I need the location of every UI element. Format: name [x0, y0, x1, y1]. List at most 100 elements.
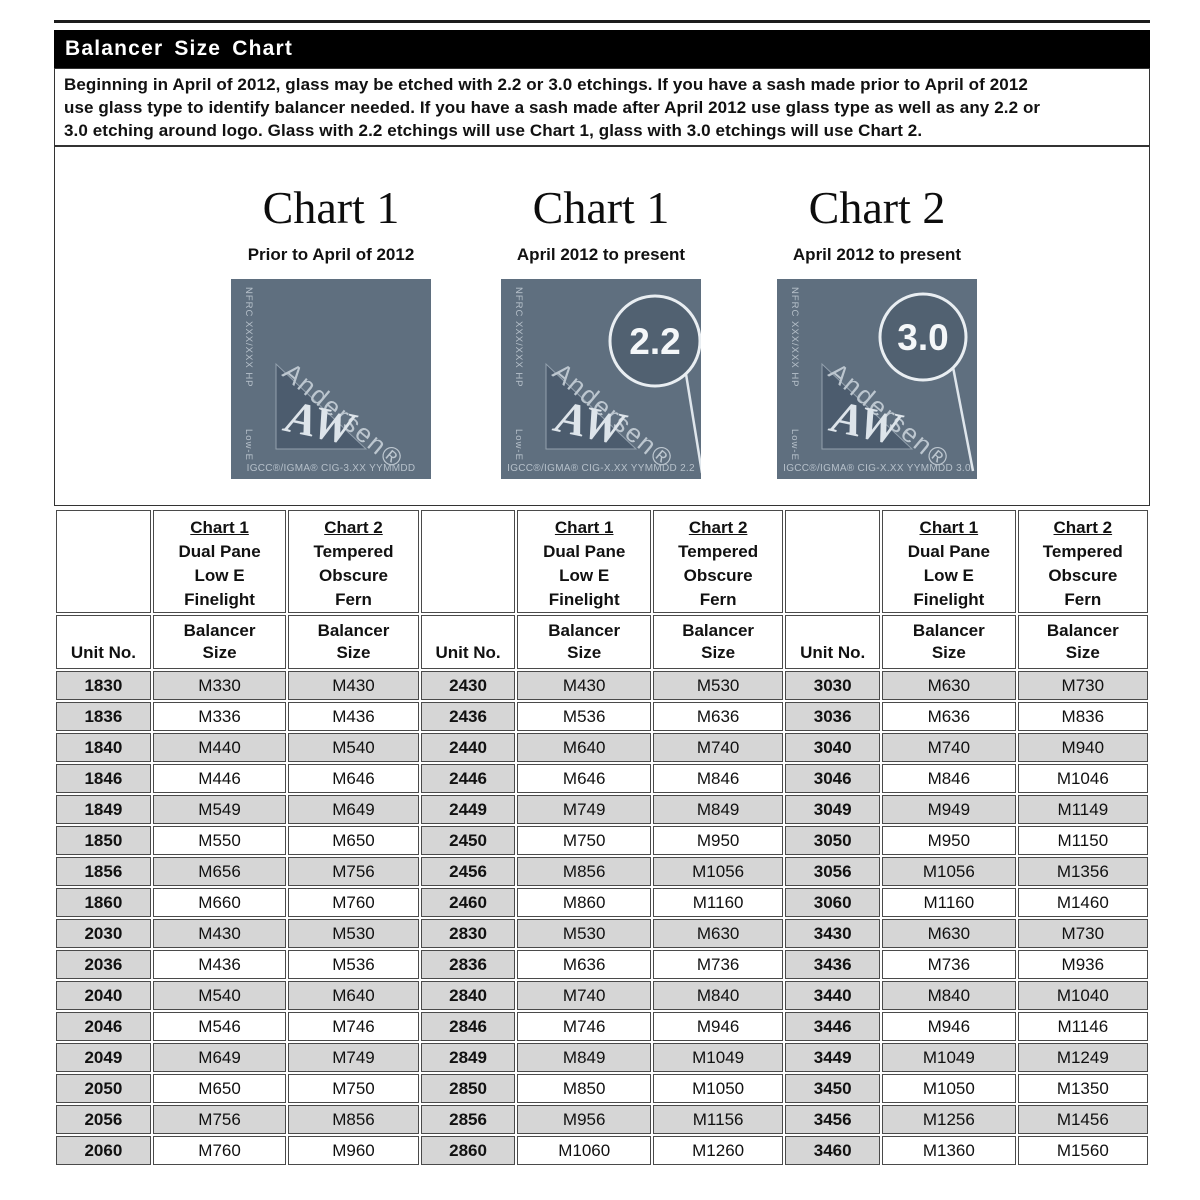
- balancer-size-cell: M436: [288, 702, 419, 731]
- magnifier-circle: [608, 294, 701, 388]
- balancer-size-cell: M656: [152, 857, 287, 886]
- balancer-size-cell: M1460: [1017, 888, 1148, 917]
- unit-no-cell: 3446: [785, 1012, 881, 1041]
- balancer-size-cell: M750: [517, 826, 651, 855]
- table-row: 1840 M440 M540 2440 M640 M740 3040 M740 M940: [56, 733, 1148, 762]
- chart2-header-title: Chart 2: [1053, 518, 1113, 537]
- balancer-size-header: Balancer Size: [517, 615, 651, 669]
- header-spacer-cell: [56, 510, 151, 613]
- table-row: 2036 M436 M536 2836 M636 M736 3436 M736 M936: [56, 950, 1148, 979]
- unit-no-cell: 3030: [785, 671, 881, 700]
- low-e-label: Low-E: [789, 429, 800, 461]
- chart1-header-title: Chart 1: [190, 518, 249, 537]
- unit-no-cell: 2860: [420, 1136, 516, 1165]
- magnifier-handle: [951, 366, 975, 472]
- balancer-size-header: Balancer Size: [1017, 615, 1148, 669]
- balancer-size-header: Balancer Size: [288, 615, 419, 669]
- table-row: 2060 M760 M960 2860 M1060 M1260 3460 M1360 M1560: [56, 1136, 1148, 1165]
- title-bar: Balancer Size Chart: [54, 30, 1150, 68]
- balancer-size-cell: M746: [288, 1012, 419, 1041]
- balancer-size-cell: M940: [1017, 733, 1148, 762]
- unit-no-cell: 2450: [420, 826, 516, 855]
- page-title: Balancer Size Chart: [65, 37, 294, 60]
- balancer-size-cell: M546: [152, 1012, 287, 1041]
- unit-no-cell: 3040: [785, 733, 881, 762]
- figure-title: Chart 2: [808, 182, 946, 233]
- balancer-size-cell: M1560: [1017, 1136, 1148, 1165]
- balancer-size-cell: M336: [152, 702, 287, 731]
- figure-chart1-prior: Chart 1 Prior to April of 2012 NFRC XXX/…: [226, 183, 436, 479]
- unit-no-cell: 3056: [785, 857, 881, 886]
- balancer-size-cell: M1256: [882, 1105, 1016, 1134]
- balancer-size-table: Chart 1 Dual Pane Low E Finelight Chart …: [54, 508, 1150, 1167]
- balancer-size-cell: M540: [288, 733, 419, 762]
- chart1-header-lines: Dual Pane Low E Finelight: [178, 542, 261, 609]
- table-body: 1830 M330 M430 2430 M430 M530 3030 M630 M730 1836…: [56, 671, 1148, 1165]
- unit-no-cell: 2056: [56, 1105, 151, 1134]
- header-spacer-cell: [420, 510, 516, 613]
- chart1-header-title: Chart 1: [919, 518, 979, 537]
- low-e-label: Low-E: [513, 429, 524, 461]
- balancer-size-cell: M850: [517, 1074, 651, 1103]
- balancer-size-cell: M640: [517, 733, 651, 762]
- balancer-size-cell: M636: [652, 702, 784, 731]
- unit-no-cell: 2456: [420, 857, 516, 886]
- balancer-size-cell: M936: [1017, 950, 1148, 979]
- balancer-size-cell: M540: [152, 981, 287, 1010]
- balancer-size-cell: M1050: [882, 1074, 1016, 1103]
- chart2-column-header: Chart 2 Tempered Obscure Fern: [288, 510, 419, 613]
- chart2-header-lines: Tempered Obscure Fern: [1042, 542, 1123, 609]
- unit-no-cell: 2436: [420, 702, 516, 731]
- intro-text-line: use glass type to identify balancer need…: [64, 98, 1041, 117]
- chart2-header-lines: Tempered Obscure Fern: [678, 542, 759, 609]
- balancer-size-cell: M849: [517, 1043, 651, 1072]
- andersen-triangle-logo: [821, 362, 914, 450]
- figure-subtitle: April 2012 to present: [516, 245, 686, 264]
- balancer-size-cell: M960: [288, 1136, 419, 1165]
- balancer-size-cell: M846: [882, 764, 1016, 793]
- balancer-size-cell: M1356: [1017, 857, 1148, 886]
- table-row: 1856 M656 M756 2456 M856 M1056 3056 M1056 M1356: [56, 857, 1148, 886]
- nfrc-label: NFRC XXX/XXX HP: [243, 287, 254, 388]
- table-row: 2030 M430 M530 2830 M530 M630 3430 M630 M730: [56, 919, 1148, 948]
- balancer-size-cell: M740: [652, 733, 784, 762]
- balancer-size-cell: M756: [288, 857, 419, 886]
- chart1-header-lines: Dual Pane Low E Finelight: [907, 542, 990, 609]
- balancer-size-cell: M946: [882, 1012, 1016, 1041]
- table-row: 1860 M660 M760 2460 M860 M1160 3060 M1160 M1460: [56, 888, 1148, 917]
- intro-box: Beginning in April of 2012, glass may be…: [54, 68, 1150, 146]
- balancer-size-cell: M846: [652, 764, 784, 793]
- balancer-size-cell: M1360: [882, 1136, 1016, 1165]
- unit-no-cell: 3450: [785, 1074, 881, 1103]
- chart2-header-title: Chart 2: [688, 518, 748, 537]
- unit-no-cell: 2830: [420, 919, 516, 948]
- table-row: 2046 M546 M746 2846 M746 M946 3446 M946 M1146: [56, 1012, 1148, 1041]
- balancer-size-cell: M446: [152, 764, 287, 793]
- balancer-size-cell: M1050: [652, 1074, 784, 1103]
- unit-no-cell: 2430: [420, 671, 516, 700]
- unit-no-cell: 1830: [56, 671, 151, 700]
- unit-no-cell: 1856: [56, 857, 151, 886]
- igcc-label: IGCC®/IGMA® CIG-3.XX YYMMDD: [247, 463, 416, 474]
- balancer-size-cell: M736: [652, 950, 784, 979]
- balancer-size-cell: M736: [882, 950, 1016, 979]
- figures-section: Chart 1 Prior to April of 2012 NFRC XXX/…: [54, 146, 1150, 506]
- balancer-size-cell: M1350: [1017, 1074, 1148, 1103]
- balancer-size-cell: M760: [288, 888, 419, 917]
- balancer-size-cell: M530: [288, 919, 419, 948]
- etch-number: 2.2: [629, 321, 680, 362]
- balancer-size-cell: M630: [882, 671, 1016, 700]
- balancer-size-cell: M856: [288, 1105, 419, 1134]
- unit-no-cell: 1846: [56, 764, 151, 793]
- unit-no-cell: 3050: [785, 826, 881, 855]
- igcc-label: IGCC®/IGMA® CIG-X.XX YYMMDD 3.0: [783, 463, 971, 474]
- balancer-size-cell: M1049: [652, 1043, 784, 1072]
- balancer-size-cell: M1456: [1017, 1105, 1148, 1134]
- balancer-size-cell: M1146: [1017, 1012, 1148, 1041]
- unit-no-cell: 3440: [785, 981, 881, 1010]
- balancer-size-cell: M836: [1017, 702, 1148, 731]
- chart1-column-header: Chart 1 Dual Pane Low E Finelight: [882, 510, 1016, 613]
- unit-no-cell: 2046: [56, 1012, 151, 1041]
- balancer-size-cell: M740: [517, 981, 651, 1010]
- unit-no-cell: 2836: [420, 950, 516, 979]
